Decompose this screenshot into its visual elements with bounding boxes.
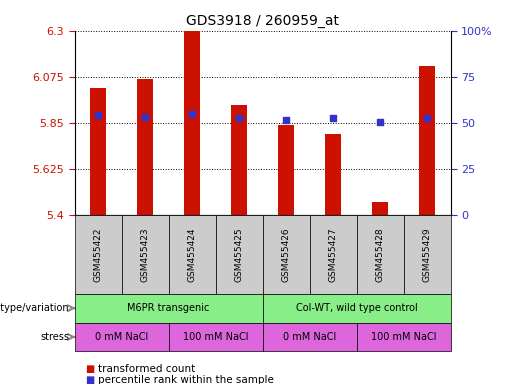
Bar bbox=[278, 125, 295, 215]
Text: GSM455423: GSM455423 bbox=[141, 227, 150, 282]
Point bbox=[235, 115, 243, 121]
Title: GDS3918 / 260959_at: GDS3918 / 260959_at bbox=[186, 14, 339, 28]
Bar bbox=[137, 79, 153, 215]
Bar bbox=[325, 134, 341, 215]
Point bbox=[141, 114, 149, 120]
Text: GSM455427: GSM455427 bbox=[329, 227, 338, 282]
Text: Col-WT, wild type control: Col-WT, wild type control bbox=[296, 303, 418, 313]
Text: ■: ■ bbox=[85, 375, 95, 384]
Point bbox=[376, 119, 384, 125]
Text: GSM455422: GSM455422 bbox=[94, 227, 102, 281]
Bar bbox=[419, 66, 435, 215]
Text: 100 mM NaCl: 100 mM NaCl bbox=[371, 332, 436, 342]
Bar bbox=[372, 202, 388, 215]
Text: stress: stress bbox=[41, 332, 70, 342]
Text: genotype/variation: genotype/variation bbox=[0, 303, 70, 313]
Text: percentile rank within the sample: percentile rank within the sample bbox=[98, 375, 274, 384]
Bar bbox=[184, 31, 200, 215]
Point bbox=[329, 115, 337, 121]
Text: 100 mM NaCl: 100 mM NaCl bbox=[183, 332, 248, 342]
Text: GSM455426: GSM455426 bbox=[282, 227, 290, 282]
Text: M6PR transgenic: M6PR transgenic bbox=[128, 303, 210, 313]
Text: GSM455424: GSM455424 bbox=[187, 227, 197, 281]
Point bbox=[188, 111, 196, 117]
Text: ■: ■ bbox=[85, 364, 95, 374]
Text: 0 mM NaCl: 0 mM NaCl bbox=[283, 332, 336, 342]
Point bbox=[282, 117, 290, 123]
Text: transformed count: transformed count bbox=[98, 364, 195, 374]
Point bbox=[94, 112, 102, 118]
Bar bbox=[231, 106, 247, 215]
Text: 0 mM NaCl: 0 mM NaCl bbox=[95, 332, 148, 342]
Text: GSM455425: GSM455425 bbox=[235, 227, 244, 282]
Text: GSM455429: GSM455429 bbox=[423, 227, 432, 282]
Point bbox=[423, 115, 431, 121]
Text: GSM455428: GSM455428 bbox=[375, 227, 385, 282]
Bar bbox=[90, 88, 107, 215]
